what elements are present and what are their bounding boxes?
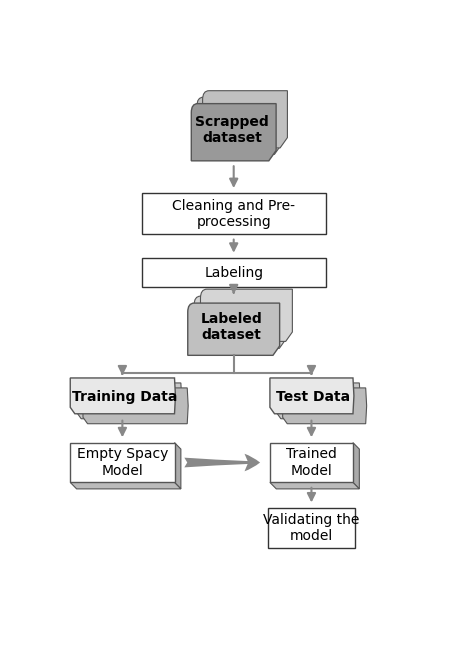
Text: Labeling: Labeling xyxy=(204,266,263,280)
PathPatch shape xyxy=(194,296,285,348)
FancyBboxPatch shape xyxy=(142,258,325,287)
Text: Training Data: Training Data xyxy=(71,390,177,404)
PathPatch shape xyxy=(76,383,182,419)
FancyBboxPatch shape xyxy=(142,193,325,234)
Polygon shape xyxy=(352,443,359,489)
PathPatch shape xyxy=(200,289,292,341)
Text: Labeled
dataset: Labeled dataset xyxy=(201,312,262,342)
FancyBboxPatch shape xyxy=(268,508,354,548)
FancyBboxPatch shape xyxy=(269,443,352,483)
Polygon shape xyxy=(269,483,359,489)
Text: Validating the
model: Validating the model xyxy=(263,512,359,543)
FancyBboxPatch shape xyxy=(70,443,174,483)
PathPatch shape xyxy=(269,378,353,414)
PathPatch shape xyxy=(191,103,275,161)
Text: Empty Spacy
Model: Empty Spacy Model xyxy=(76,448,168,477)
PathPatch shape xyxy=(70,378,175,414)
Text: Test Data: Test Data xyxy=(276,390,349,404)
PathPatch shape xyxy=(187,303,279,355)
Text: Trained
Model: Trained Model xyxy=(285,448,336,477)
Text: Scrapped
dataset: Scrapped dataset xyxy=(195,115,268,145)
Text: Cleaning and Pre-
processing: Cleaning and Pre- processing xyxy=(172,199,294,229)
PathPatch shape xyxy=(276,383,359,419)
Polygon shape xyxy=(70,483,181,489)
PathPatch shape xyxy=(282,388,366,424)
PathPatch shape xyxy=(197,97,281,154)
PathPatch shape xyxy=(202,90,287,148)
PathPatch shape xyxy=(83,388,188,424)
Polygon shape xyxy=(174,443,181,489)
